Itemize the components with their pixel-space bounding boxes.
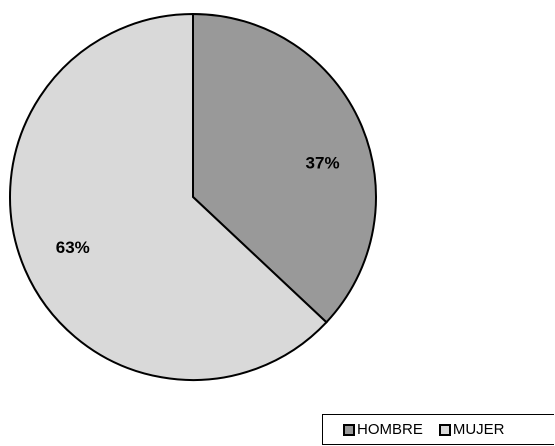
data-label-hombre: 37% [306,154,340,173]
pie-slice-mujer [9,12,328,381]
legend-label-mujer: MUJER [452,421,505,438]
pie-slice-hombre [192,12,377,324]
data-label-mujer: 63% [56,238,90,257]
pie-chart: 37% 63% [9,12,377,381]
chart-legend: HOMBRE MUJER [322,414,554,445]
legend-item-hombre: HOMBRE [343,421,423,438]
legend-item-mujer: MUJER [438,421,505,438]
legend-swatch-mujer [438,423,451,436]
legend-swatch-hombre [343,423,355,436]
legend-label-hombre: HOMBRE [357,421,423,438]
